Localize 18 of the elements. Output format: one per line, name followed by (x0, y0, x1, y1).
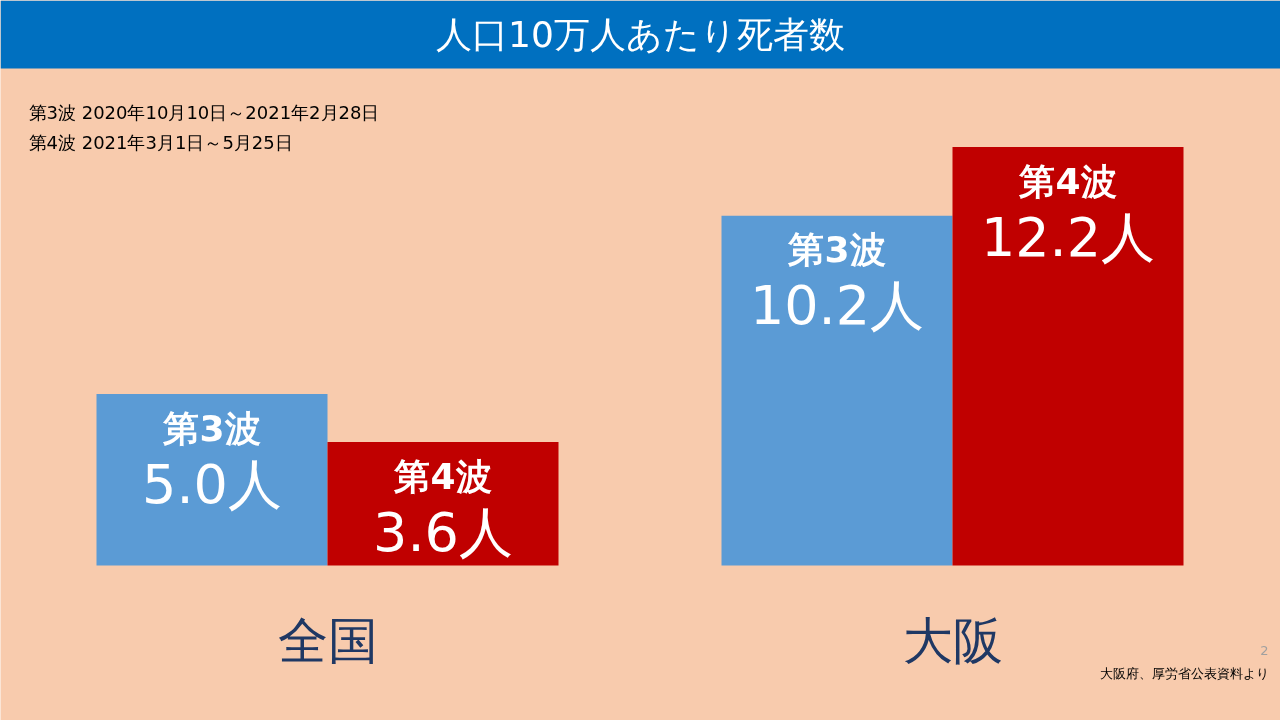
chart-title: 人口10万人あたり死者数 (436, 14, 845, 55)
x-tick-label: 全国 (277, 611, 378, 670)
text: 大阪府、厚労省公表資料より (1099, 666, 1269, 681)
x-tick-label: 大阪 (902, 611, 1003, 670)
data-label: 12.2人 (980, 205, 1156, 269)
data-label: 10.2人 (749, 274, 925, 338)
text: 第3波 (788, 229, 886, 271)
bar (952, 147, 1184, 566)
series-label: 第3波 (162, 407, 261, 449)
data-label: 5.0人 (142, 452, 282, 516)
bar (96, 394, 328, 566)
series-label: 第4波 (393, 455, 492, 497)
annotation: 第4波 2021年3月1日～5月25日 (28, 132, 293, 153)
text: 第4波 (1019, 160, 1117, 202)
text: 2 (1260, 643, 1269, 658)
text: 第3波 2020年10月10日～2021年2月28日 (28, 102, 380, 123)
data-label: 3.6人 (373, 500, 513, 564)
bar (721, 215, 953, 566)
